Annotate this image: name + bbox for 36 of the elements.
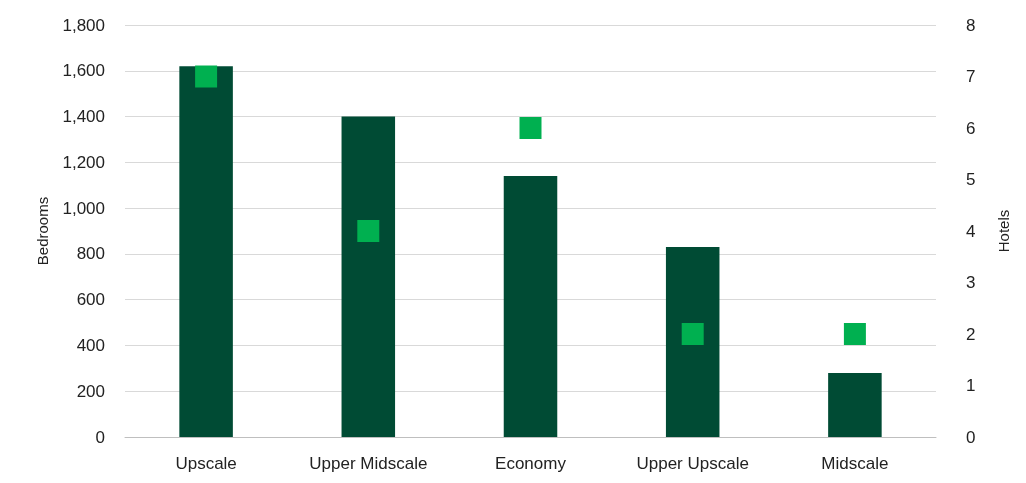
y2-axis-title: Hotels (995, 209, 1012, 253)
y-tick-label: 1,200 (62, 152, 105, 172)
x-tick-label: Upper Midscale (309, 454, 428, 473)
bar (665, 247, 720, 437)
bar (179, 66, 233, 437)
y-tick-label: 600 (76, 290, 105, 310)
x-tick-label: Midscale (821, 454, 889, 473)
y2-tick-label: 4 (966, 221, 976, 241)
y2-tick-label: 7 (966, 67, 976, 86)
y2-tick-label: 0 (966, 427, 976, 447)
y2-tick-label: 1 (966, 376, 976, 395)
y-tick-label: 1,400 (62, 107, 105, 127)
bar (341, 116, 396, 437)
y-axis-title: Bedrooms (34, 196, 51, 266)
y-tick-label: 1,000 (62, 198, 105, 218)
y-tick-label: 800 (76, 244, 105, 264)
y2-tick-label: 3 (966, 273, 976, 292)
y-tick-label: 1,600 (62, 61, 105, 81)
y-tick-label: 200 (76, 381, 105, 401)
point (357, 220, 380, 242)
bar (828, 372, 882, 437)
y-tick-label: 1,800 (62, 15, 105, 35)
y2-tick-label: 2 (966, 324, 976, 344)
y-tick-label: 400 (76, 335, 105, 355)
x-tick-label: Economy (495, 454, 567, 473)
point (519, 117, 542, 139)
x-tick-label: Upper Upscale (636, 454, 749, 473)
point (195, 65, 218, 88)
y2-tick-label: 6 (966, 118, 976, 138)
point (681, 323, 704, 345)
bar (503, 176, 558, 437)
y2-tick-label: 5 (966, 170, 976, 189)
point (843, 323, 866, 345)
y2-tick-label: 8 (966, 15, 976, 35)
y-tick-label: 0 (95, 427, 105, 447)
x-tick-label: Upscale (175, 454, 237, 473)
